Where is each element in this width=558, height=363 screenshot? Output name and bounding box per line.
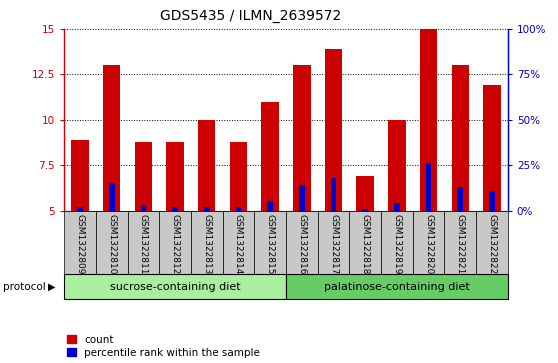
Bar [420,29,437,211]
Text: sucrose-containing diet: sucrose-containing diet [110,282,240,292]
Bar [267,201,273,211]
Bar [299,185,305,211]
Text: protocol: protocol [3,282,46,292]
Bar [349,211,381,274]
Text: GSM1322814: GSM1322814 [234,214,243,274]
Bar [331,178,336,211]
Bar [223,211,254,274]
Bar [426,163,431,211]
Bar [451,65,469,211]
Bar [159,211,191,274]
Bar [191,211,223,274]
Bar [394,203,400,211]
Legend: count, percentile rank within the sample: count, percentile rank within the sample [66,335,260,358]
Bar [166,142,184,211]
Bar [71,140,89,211]
Bar [489,191,495,211]
Bar [458,187,463,211]
Bar [318,211,349,274]
Bar [362,209,368,211]
Bar [103,65,121,211]
Bar [204,207,210,211]
Text: GSM1322819: GSM1322819 [392,214,401,274]
Bar [254,211,286,274]
Text: GSM1322816: GSM1322816 [297,214,306,274]
Bar [483,85,501,211]
Text: GSM1322813: GSM1322813 [202,214,211,274]
Bar [325,49,342,211]
Bar [96,211,128,274]
Text: GDS5435 / ILMN_2639572: GDS5435 / ILMN_2639572 [161,9,341,23]
Text: palatinose-containing diet: palatinose-containing diet [324,282,470,292]
Text: GSM1322817: GSM1322817 [329,214,338,274]
Text: GSM1322818: GSM1322818 [360,214,370,274]
Bar [64,211,96,274]
Text: GSM1322822: GSM1322822 [488,214,497,274]
Text: GSM1322821: GSM1322821 [456,214,465,274]
Bar [381,211,413,274]
Bar [261,102,279,211]
Bar [476,211,508,274]
Bar [235,207,241,211]
Bar [128,211,159,274]
Text: GSM1322815: GSM1322815 [266,214,275,274]
Bar [109,183,114,211]
Bar [64,274,286,299]
Bar [198,120,215,211]
Text: ▶: ▶ [47,282,55,292]
Bar [357,176,374,211]
Text: GSM1322812: GSM1322812 [171,214,180,274]
Bar [141,205,146,211]
Bar [388,120,406,211]
Text: GSM1322809: GSM1322809 [75,214,84,274]
Text: GSM1322820: GSM1322820 [424,214,433,274]
Bar [230,142,247,211]
Bar [286,274,508,299]
Bar [134,142,152,211]
Bar [286,211,318,274]
Text: GSM1322811: GSM1322811 [139,214,148,274]
Bar [77,207,83,211]
Bar [172,207,178,211]
Text: GSM1322810: GSM1322810 [107,214,116,274]
Bar [413,211,444,274]
Bar [293,65,311,211]
Bar [444,211,476,274]
